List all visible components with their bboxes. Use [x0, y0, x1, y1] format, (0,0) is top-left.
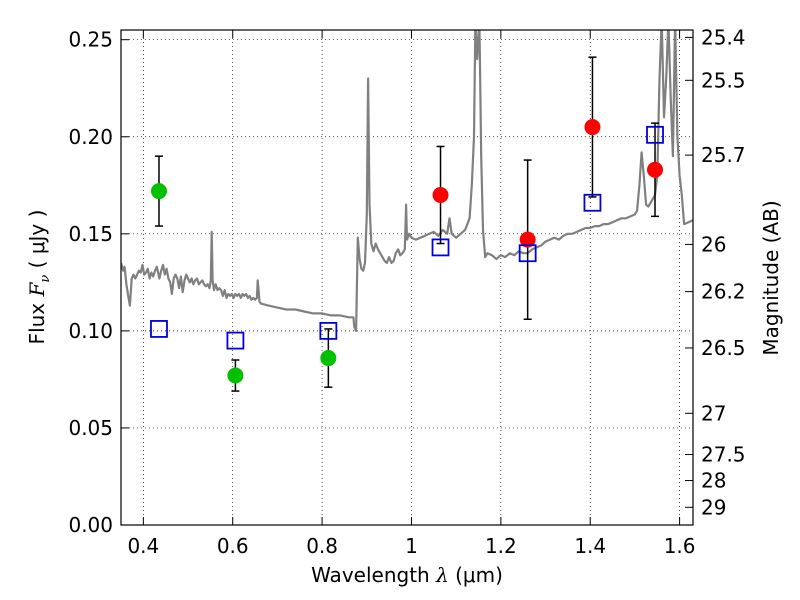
mag-tick-label: 26 — [701, 232, 726, 256]
y-tick-label: 0.25 — [68, 28, 113, 52]
axis-ticks: 0.4 0.6 0.8 1 1.2 1.4 1.6 0.00 0.05 0.10 0.15 0.20 0… — [68, 25, 745, 558]
model-point — [319, 321, 338, 340]
x-tick-label: 0.8 — [306, 534, 338, 558]
x-axis-label: Wavelength λ (μm) — [311, 563, 503, 587]
model-spectrum — [121, 30, 693, 332]
y-tick-label: 0.05 — [68, 416, 113, 440]
model-point — [431, 238, 450, 257]
data-point — [150, 183, 167, 200]
data-point — [432, 187, 449, 203]
right-axis-label: Magnitude (AB) — [759, 200, 783, 355]
mag-tick-label: 26.2 — [701, 280, 746, 304]
model-point — [226, 331, 245, 350]
data-point — [227, 367, 244, 384]
data-point — [519, 231, 536, 248]
mag-tick-label: 29 — [701, 495, 726, 519]
y-tick-label: 0.20 — [68, 125, 113, 149]
data-point — [647, 161, 664, 178]
y-tick-label: 0.15 — [68, 222, 113, 246]
x-tick-label: 1.6 — [664, 534, 696, 558]
x-tick-label: 1.2 — [485, 534, 517, 558]
model-point — [583, 193, 602, 212]
data-point — [584, 119, 601, 136]
x-tick-label: 0.4 — [127, 534, 159, 558]
mag-tick-label: 27.5 — [701, 443, 746, 467]
mag-tick-label: 26.5 — [701, 336, 746, 360]
model-point — [518, 244, 537, 263]
model-point — [646, 125, 664, 144]
x-tick-label: 0.6 — [217, 534, 249, 558]
model-point — [150, 320, 168, 338]
mag-tick-label: 25.4 — [701, 25, 746, 49]
error-bars — [154, 56, 660, 392]
y-tick-label: 0.00 — [68, 513, 113, 537]
mag-tick-label: 25.7 — [701, 143, 746, 167]
plot-frame — [120, 29, 694, 526]
y-tick-label: 0.10 — [68, 319, 113, 343]
y-axis-label: Flux Fν ( μJy ) — [25, 210, 53, 345]
x-tick-label: 1.4 — [574, 534, 606, 558]
mag-tick-label: 25.5 — [701, 68, 746, 92]
mag-tick-label: 28 — [701, 469, 726, 493]
mag-tick-label: 27 — [701, 401, 726, 425]
spectrum-line — [121, 30, 693, 332]
data-point — [320, 350, 337, 367]
x-tick-label: 1 — [405, 534, 418, 558]
data-markers — [150, 119, 664, 384]
